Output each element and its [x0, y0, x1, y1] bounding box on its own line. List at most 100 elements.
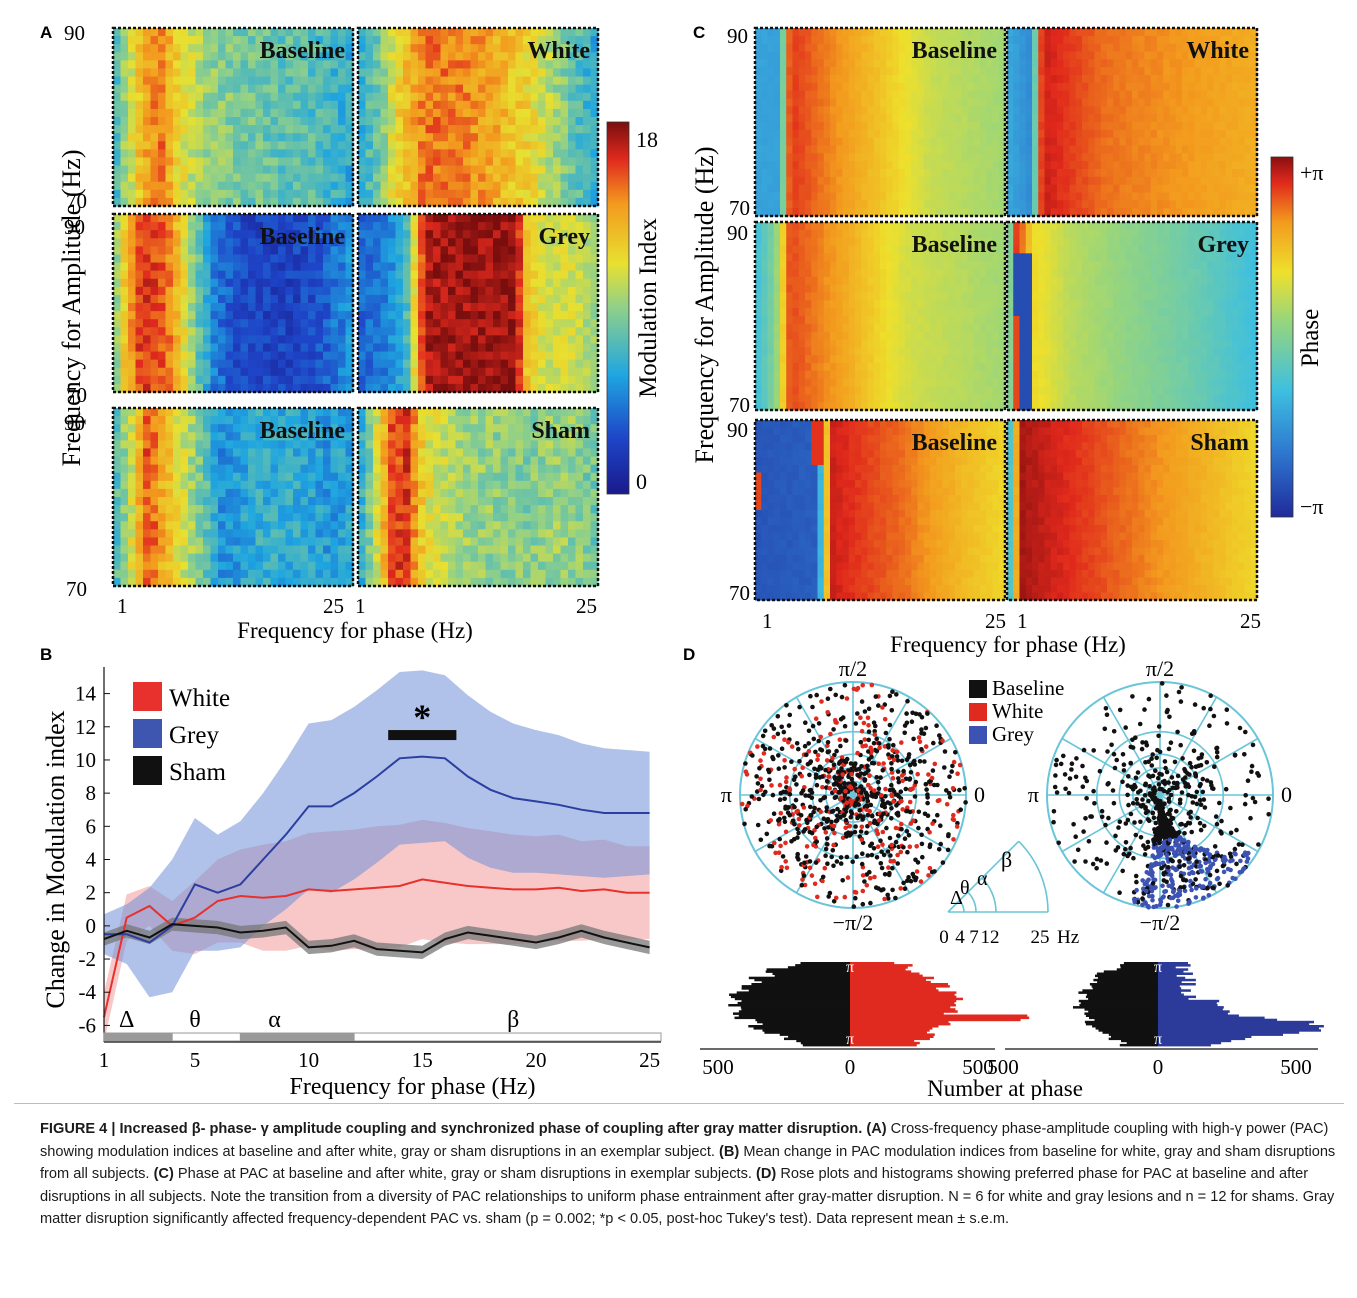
heatmap-a-baseline-mid-cell: [248, 319, 257, 328]
heatmap-a-baseline-bot-cell: [128, 521, 137, 530]
heatmap-a-sham-cell: [545, 505, 554, 514]
heatmap-a-baseline-mid-cell: [173, 335, 182, 345]
heatmap-a-sham-cell: [455, 424, 464, 433]
heatmap-a-sham-cell: [523, 464, 532, 474]
heatmap-a-baseline-bot-cell: [218, 577, 227, 587]
heatmap-a-baseline-bot-cell: [323, 456, 332, 466]
heatmap-a-white-cell: [523, 60, 532, 70]
heatmap-a-baseline-bot-cell: [210, 448, 219, 458]
heatmap-a-baseline-top-cell: [188, 76, 197, 86]
heatmap-a-white-cell: [448, 181, 457, 191]
heatmap-a-baseline-top-cell: [158, 125, 167, 134]
heatmap-a-sham-cell: [380, 513, 389, 522]
heatmap-a-baseline-top-cell: [255, 125, 264, 134]
heatmap-a-baseline-top-cell: [315, 84, 324, 94]
heatmap-a-baseline-bot-cell: [150, 488, 159, 498]
heatmap-a-grey-cell: [575, 319, 584, 328]
heatmap-a-baseline-bot-cell: [233, 577, 242, 587]
heatmap-a-baseline-top-cell: [150, 52, 159, 61]
heatmap-a-white-cell: [373, 117, 382, 126]
heatmap-a-sham-cell: [485, 472, 494, 482]
heatmap-a-baseline-top-cell: [143, 36, 152, 45]
heatmap-a-white-cell: [365, 68, 374, 78]
heatmap-a-sham-cell: [395, 577, 404, 587]
heatmap-a-baseline-mid-cell: [255, 343, 264, 353]
heatmap-a-sham-cell: [545, 488, 554, 498]
heatmap-a-grey-cell: [560, 246, 569, 256]
heatmap-a-white-cell: [538, 84, 547, 94]
heatmap-a-white-cell: [515, 141, 524, 150]
heatmap-a-white-cell: [425, 52, 434, 61]
heatmap-a-baseline-mid-cell: [203, 303, 212, 312]
heatmap-a-grey-cell: [463, 319, 472, 328]
heatmap-a-grey-cell: [590, 303, 599, 312]
heatmap-a-baseline-top-cell: [233, 197, 242, 207]
heatmap-a-baseline-mid-cell: [225, 222, 234, 231]
heatmap-c-baseline-top-cell: [898, 28, 906, 37]
heatmap-c-baseline-top-cell: [811, 153, 819, 162]
heatmap-a-baseline-bot-cell: [203, 488, 212, 498]
heatmap-a-baseline-bot-cell: [113, 577, 122, 587]
heatmap-a-baseline-mid-cell: [158, 383, 167, 393]
heatmap-a-baseline-top-cell: [285, 36, 294, 45]
heatmap-a-grey-cell: [365, 351, 374, 361]
heatmap-c-baseline-top-cell: [780, 114, 787, 123]
heatmap-a-baseline-top-cell: [338, 189, 347, 199]
heatmap-a-baseline-top-cell: [128, 60, 137, 70]
heatmap-a-baseline-mid-cell: [278, 351, 287, 361]
heatmap-a-baseline-bot-cell: [263, 472, 272, 482]
heatmap-a-white-cell: [455, 125, 464, 134]
heatmap-a-grey-cell: [470, 327, 479, 336]
heatmap-a-white-cell: [395, 133, 404, 142]
heatmap-a-baseline-mid-cell: [210, 254, 219, 264]
heatmap-a-grey-cell: [583, 303, 592, 312]
heatmap-a-white-cell: [523, 28, 532, 37]
heatmap-a-white-cell: [448, 92, 457, 102]
heatmap-a-sham-cell: [380, 497, 389, 506]
heatmap-c-baseline-top-cell: [930, 122, 937, 131]
heatmap-c-baseline-top-cell: [867, 82, 875, 92]
heatmap-a-baseline-mid-cell: [150, 303, 159, 312]
heatmap-c-baseline-top-cell: [848, 192, 856, 201]
heatmap-a-baseline-bot-cell: [330, 505, 339, 514]
heatmap-a-baseline-top-cell: [188, 117, 197, 126]
heatmap-a-baseline-mid-cell: [263, 238, 272, 247]
heatmap-c-baseline-top-cell: [805, 35, 812, 45]
heatmap-a-baseline-mid-cell: [158, 294, 167, 304]
heatmap-a-baseline-bot-cell: [338, 561, 347, 571]
heatmap-a-white-cell: [410, 117, 419, 126]
heatmap-a-baseline-mid-cell: [135, 286, 144, 296]
heatmap-a-baseline-bot-cell: [180, 488, 189, 498]
heatmap-a-baseline-top-cell: [233, 157, 242, 167]
heatmap-a-baseline-bot-cell: [113, 569, 122, 579]
heatmap-a-baseline-bot-cell: [300, 513, 309, 522]
heatmap-a-baseline-mid-cell: [345, 294, 354, 304]
heatmap-a-sham-cell: [493, 448, 502, 458]
heatmap-a-baseline-mid-cell: [165, 238, 174, 247]
heatmap-a-grey-cell: [463, 303, 472, 312]
heatmap-a-sham-cell: [545, 424, 554, 433]
heatmap-a-baseline-top-cell: [150, 133, 159, 142]
heatmap-c-baseline-top-cell: [892, 169, 900, 178]
heatmap-a-baseline-top-cell: [135, 60, 144, 70]
heatmap-a-sham-cell: [508, 497, 517, 506]
heatmap-a-sham-cell: [418, 448, 427, 458]
heatmap-a-baseline-mid-cell: [203, 254, 212, 264]
heatmap-a-sham-cell: [440, 545, 449, 555]
heatmap-a-grey-cell: [575, 294, 584, 304]
heatmap-a-baseline-top-cell: [255, 157, 264, 167]
heatmap-a-white-cell: [380, 84, 389, 94]
heatmap-a-baseline-mid-cell: [293, 375, 302, 385]
heatmap-a-baseline-top-cell: [285, 189, 294, 199]
heatmap-c-baseline-top-cell: [911, 200, 919, 209]
heatmap-c-baseline-top-cell: [811, 82, 819, 92]
heatmap-c-baseline-top-cell: [798, 59, 806, 68]
heatmap-c-baseline-top-cell: [830, 169, 837, 178]
heatmap-a-sham-cell: [365, 545, 374, 555]
heatmap-a-baseline-top-cell: [293, 92, 302, 102]
heatmap-a-white-cell: [433, 84, 442, 94]
heatmap-a-white-cell: [440, 141, 449, 150]
heatmap-a-sham-cell: [358, 505, 367, 514]
heatmap-a-baseline-bot-cell: [225, 408, 234, 417]
heatmap-a-white-cell: [553, 36, 562, 45]
